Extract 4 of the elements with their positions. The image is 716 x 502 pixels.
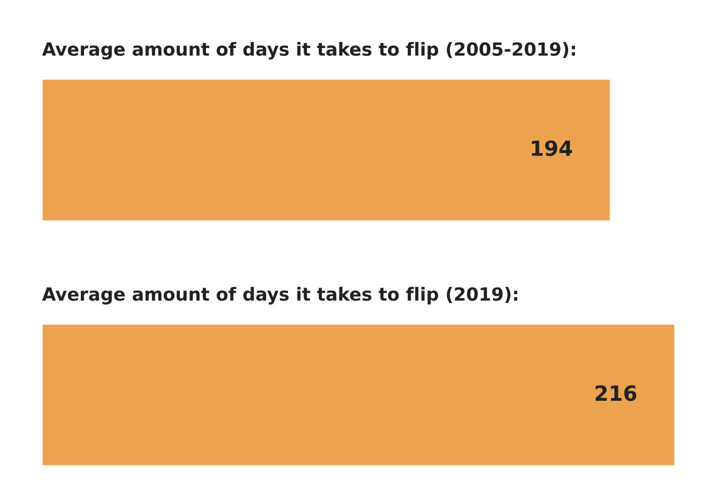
data-label: 194 (532, 140, 572, 156)
data-label: 216 (596, 385, 636, 402)
annotation: Average amount of days it takes to flip (2019): (42, 286, 518, 304)
annotation: Average amount of days it takes to flip (2005-2019): (42, 42, 575, 60)
